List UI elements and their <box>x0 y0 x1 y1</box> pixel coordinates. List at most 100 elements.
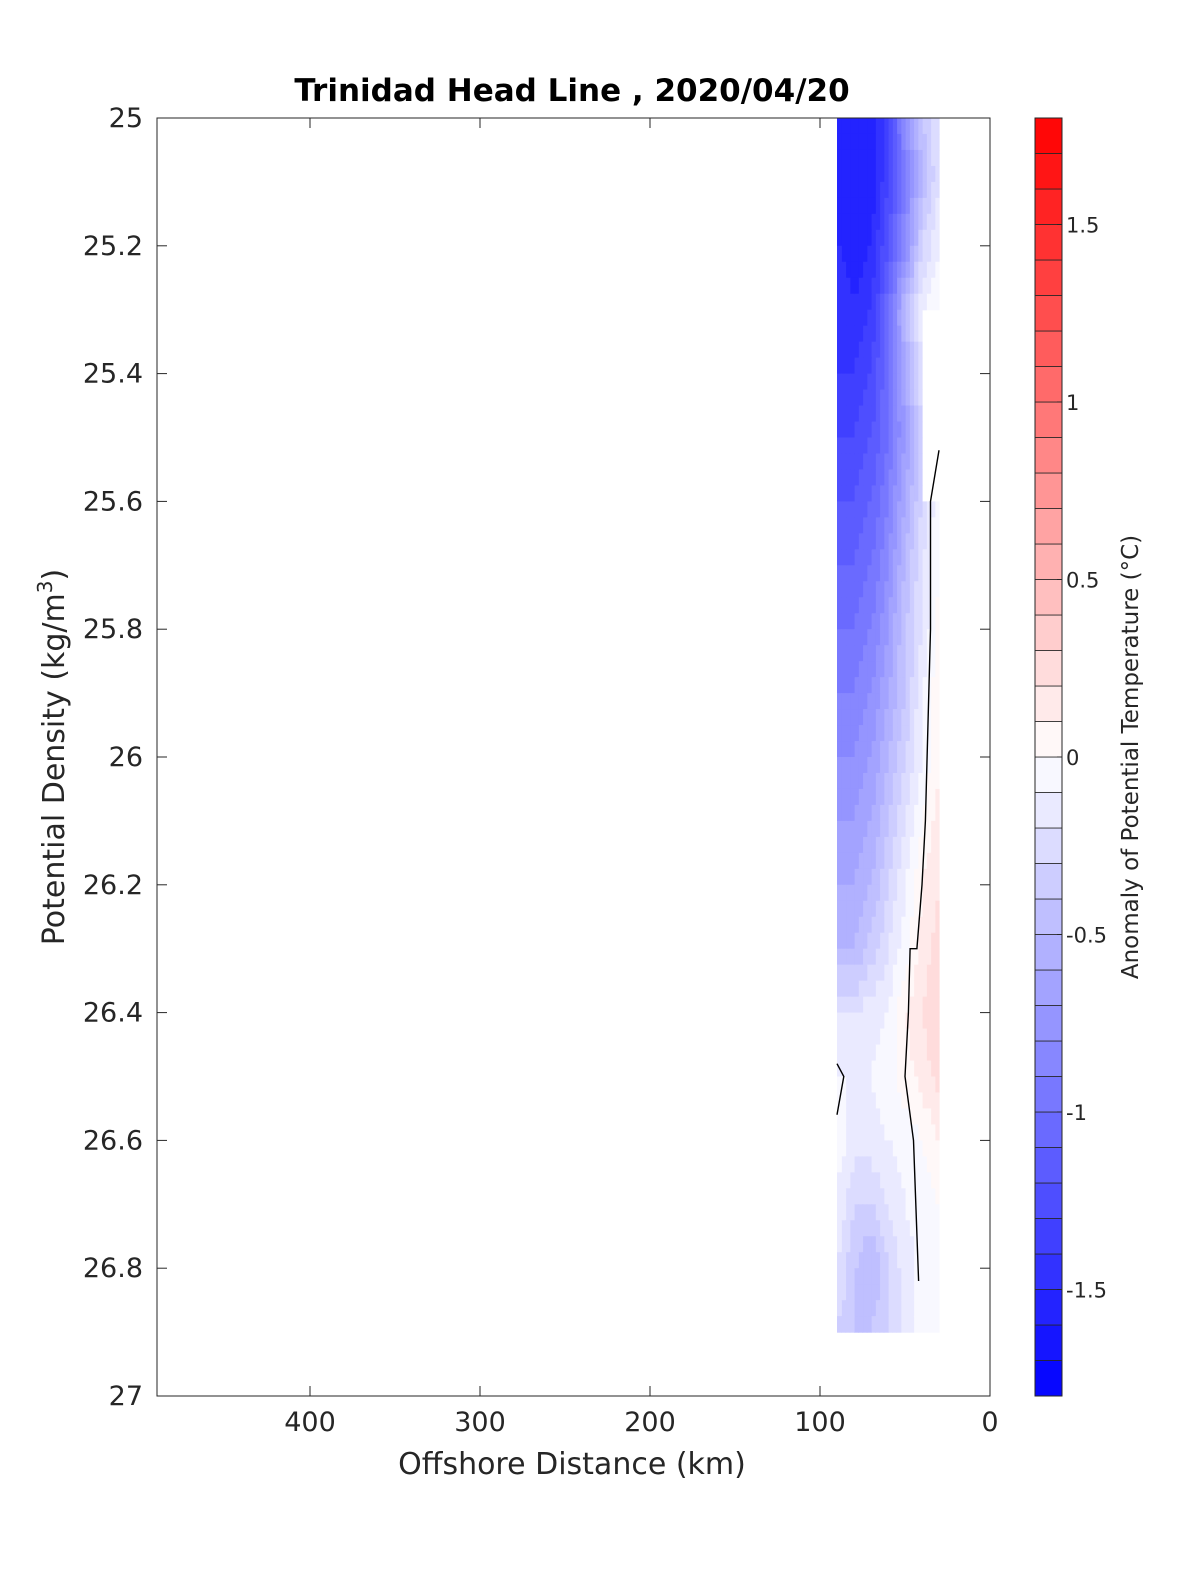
heatmap-cell <box>892 197 898 215</box>
heatmap-cell <box>896 261 902 279</box>
heatmap-cell <box>905 277 910 295</box>
heatmap-cell <box>871 900 876 918</box>
heatmap-cell <box>871 293 876 311</box>
heatmap-cell <box>845 709 851 726</box>
heatmap-cell <box>854 916 859 934</box>
heatmap-cell <box>871 501 876 518</box>
heatmap-cell <box>930 804 936 822</box>
heatmap-cell <box>845 373 851 391</box>
heatmap-cell <box>917 1268 923 1285</box>
heatmap-cell <box>858 1028 864 1046</box>
heatmap-cell <box>883 581 889 598</box>
heatmap-cell <box>888 149 893 167</box>
heatmap-cell <box>854 1316 859 1333</box>
heatmap-cell <box>892 1060 898 1078</box>
heatmap-cell <box>849 1092 855 1110</box>
heatmap-cell <box>892 884 898 902</box>
heatmap-cell <box>871 980 876 998</box>
heatmap-cell <box>905 421 910 439</box>
heatmap-cell <box>917 1012 923 1030</box>
heatmap-cell <box>841 788 847 806</box>
heatmap-cell <box>883 645 889 662</box>
heatmap-cell <box>913 645 919 662</box>
heatmap-cell <box>883 533 889 550</box>
heatmap-cell <box>917 804 923 822</box>
heatmap-cell <box>930 181 936 199</box>
heatmap-cell <box>854 868 859 886</box>
heatmap-cell <box>896 229 902 247</box>
heatmap-cell <box>900 693 906 710</box>
heatmap-cell <box>888 1252 893 1269</box>
heatmap-cell <box>934 836 940 854</box>
heatmap-cell <box>930 293 936 311</box>
heatmap-cell <box>875 565 881 582</box>
heatmap-cell <box>909 453 915 471</box>
heatmap-cell <box>849 277 855 295</box>
heatmap-cell <box>866 900 872 918</box>
heatmap-cell <box>917 868 923 886</box>
heatmap-cell <box>917 165 923 183</box>
heatmap-cell <box>905 804 910 822</box>
heatmap-cell <box>862 645 868 662</box>
heatmap-cell <box>862 549 868 566</box>
heatmap-cell <box>849 1172 855 1189</box>
heatmap-cell <box>922 645 927 662</box>
heatmap-cell <box>913 197 919 215</box>
heatmap-cell <box>849 677 855 694</box>
heatmap-cell <box>900 948 906 966</box>
heatmap-cell <box>926 1220 932 1237</box>
heatmap-cell <box>866 405 872 423</box>
heatmap-cell <box>841 996 847 1014</box>
heatmap-cell <box>909 772 915 790</box>
y-axis-label: Potential Density (kg/m3) <box>33 569 72 945</box>
heatmap-cell <box>875 197 881 215</box>
heatmap-cell <box>934 501 940 518</box>
heatmap-cell <box>871 645 876 662</box>
heatmap-cell <box>883 309 889 327</box>
heatmap-cell <box>845 453 851 471</box>
heatmap-cell <box>917 948 923 966</box>
heatmap-cell <box>917 118 923 135</box>
heatmap-cell <box>879 900 885 918</box>
heatmap-cell <box>905 309 910 327</box>
heatmap-cell <box>913 1140 919 1157</box>
heatmap-cell <box>888 661 893 678</box>
heatmap-cell <box>900 900 906 918</box>
heatmap-cell <box>858 549 864 566</box>
heatmap-cell <box>900 501 906 518</box>
heatmap-cell <box>858 1060 864 1078</box>
heatmap-cell <box>854 788 859 806</box>
heatmap-cell <box>837 1188 842 1205</box>
heatmap-cell <box>900 820 906 838</box>
heatmap-cell <box>862 1204 868 1221</box>
heatmap-cell <box>892 613 898 630</box>
heatmap-cell <box>930 1108 936 1126</box>
heatmap-cell <box>917 229 923 247</box>
heatmap-cell <box>883 1172 889 1189</box>
heatmap-cell <box>871 341 876 359</box>
heatmap-cell <box>849 469 855 487</box>
heatmap-cell <box>917 389 923 407</box>
heatmap-cell <box>922 932 927 950</box>
heatmap-cell <box>866 133 872 151</box>
heatmap-cell <box>900 884 906 902</box>
heatmap-cell <box>888 980 893 998</box>
heatmap-cell <box>930 613 936 630</box>
heatmap-cell <box>888 118 893 135</box>
heatmap-cell <box>858 357 864 375</box>
heatmap-cell <box>930 772 936 790</box>
heatmap-cell <box>879 405 885 423</box>
heatmap-cell <box>858 309 864 327</box>
heatmap-cell <box>888 1156 893 1173</box>
heatmap-cell <box>905 693 910 710</box>
heatmap-cell <box>862 661 868 678</box>
heatmap-cell <box>854 900 859 918</box>
heatmap-cell <box>837 1220 842 1237</box>
heatmap-cell <box>888 597 893 614</box>
heatmap-cell <box>879 884 885 902</box>
heatmap-cell <box>845 757 851 774</box>
heatmap-cell <box>934 757 940 774</box>
heatmap-cell <box>917 1092 923 1110</box>
heatmap-cell <box>879 437 885 455</box>
heatmap-cell <box>930 1012 936 1030</box>
